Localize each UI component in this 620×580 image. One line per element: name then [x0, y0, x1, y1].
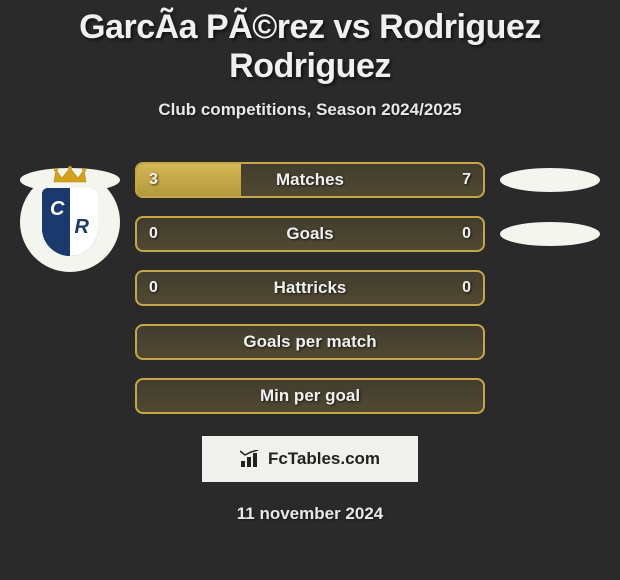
fctables-attribution[interactable]: FcTables.com [202, 436, 418, 482]
stat-label: Matches [276, 170, 344, 190]
comparison-panel: GarcÃ­a PÃ©rez vs Rodriguez Rodriguez Cl… [0, 0, 620, 524]
stat-value-left: 3 [149, 171, 158, 189]
stat-row: Goals per match [0, 320, 620, 364]
stat-bar: 3 7 Matches [135, 162, 485, 198]
bar-chart-icon [240, 450, 262, 468]
player-ellipse-right [500, 222, 600, 246]
subtitle: Club competitions, Season 2024/2025 [0, 100, 620, 120]
stat-label: Min per goal [260, 386, 360, 406]
stat-value-left: 0 [149, 225, 158, 243]
stat-row: 0 0 Hattricks [0, 266, 620, 310]
crown-icon [52, 166, 88, 184]
shield-letter-c: C [50, 198, 64, 221]
stat-value-right: 7 [462, 171, 471, 189]
page-title: GarcÃ­a PÃ©rez vs Rodriguez Rodriguez [0, 8, 620, 86]
shield-letter-r: R [75, 216, 89, 239]
fctables-label: FcTables.com [268, 449, 380, 469]
stat-label: Goals per match [243, 332, 376, 352]
stat-row: Min per goal [0, 374, 620, 418]
stat-bar: Min per goal [135, 378, 485, 414]
stat-bar: Goals per match [135, 324, 485, 360]
stat-label: Hattricks [274, 278, 347, 298]
player-ellipse-right [500, 168, 600, 192]
stat-bar: 0 0 Goals [135, 216, 485, 252]
stat-label: Goals [286, 224, 333, 244]
stat-value-right: 0 [462, 225, 471, 243]
stat-value-left: 0 [149, 279, 158, 297]
stat-bar: 0 0 Hattricks [135, 270, 485, 306]
badge-circle: C R [20, 172, 120, 272]
date-text: 11 november 2024 [0, 504, 620, 524]
club-badge-left: C R [20, 172, 120, 272]
stat-value-right: 0 [462, 279, 471, 297]
shield-icon: C R [42, 188, 98, 256]
